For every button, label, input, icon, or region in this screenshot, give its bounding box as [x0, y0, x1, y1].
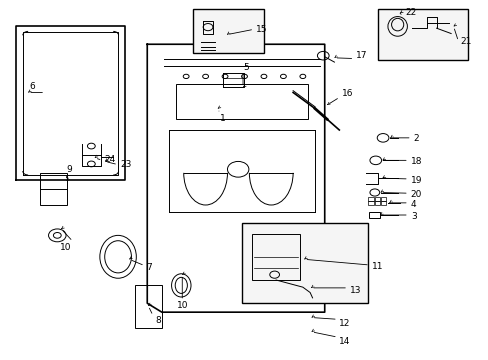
Text: 20: 20: [410, 190, 421, 199]
Bar: [380, 197, 386, 201]
Text: 8: 8: [155, 315, 161, 324]
Text: 2: 2: [413, 134, 419, 143]
Text: 12: 12: [339, 319, 350, 328]
Bar: [368, 197, 373, 201]
Text: 11: 11: [371, 262, 383, 271]
Bar: [377, 9, 467, 60]
Text: 16: 16: [341, 89, 352, 98]
Bar: [176, 84, 307, 119]
Text: 3: 3: [410, 212, 416, 221]
Bar: [135, 285, 162, 328]
Text: 1: 1: [220, 114, 225, 123]
Text: 4: 4: [410, 200, 416, 209]
Text: 23: 23: [120, 161, 131, 170]
Text: 15: 15: [255, 26, 266, 35]
Text: 14: 14: [339, 337, 350, 346]
Text: 19: 19: [410, 176, 422, 185]
Text: 6: 6: [30, 82, 35, 91]
Bar: [242, 223, 368, 303]
Bar: [40, 173, 67, 205]
Bar: [374, 197, 379, 201]
Text: 13: 13: [349, 285, 360, 294]
Text: 10: 10: [177, 301, 188, 310]
Bar: [380, 202, 386, 205]
Text: 5: 5: [243, 63, 248, 72]
Text: 24: 24: [104, 155, 115, 164]
Text: 7: 7: [146, 263, 152, 272]
Text: 18: 18: [410, 157, 422, 166]
Text: 9: 9: [66, 165, 72, 174]
Bar: [193, 9, 264, 53]
Bar: [251, 234, 300, 280]
Bar: [369, 212, 379, 217]
Bar: [368, 202, 373, 205]
Text: 10: 10: [60, 243, 71, 252]
Text: 17: 17: [356, 51, 367, 60]
Text: 21: 21: [459, 37, 470, 46]
Bar: [374, 202, 379, 205]
Text: 22: 22: [404, 8, 415, 17]
